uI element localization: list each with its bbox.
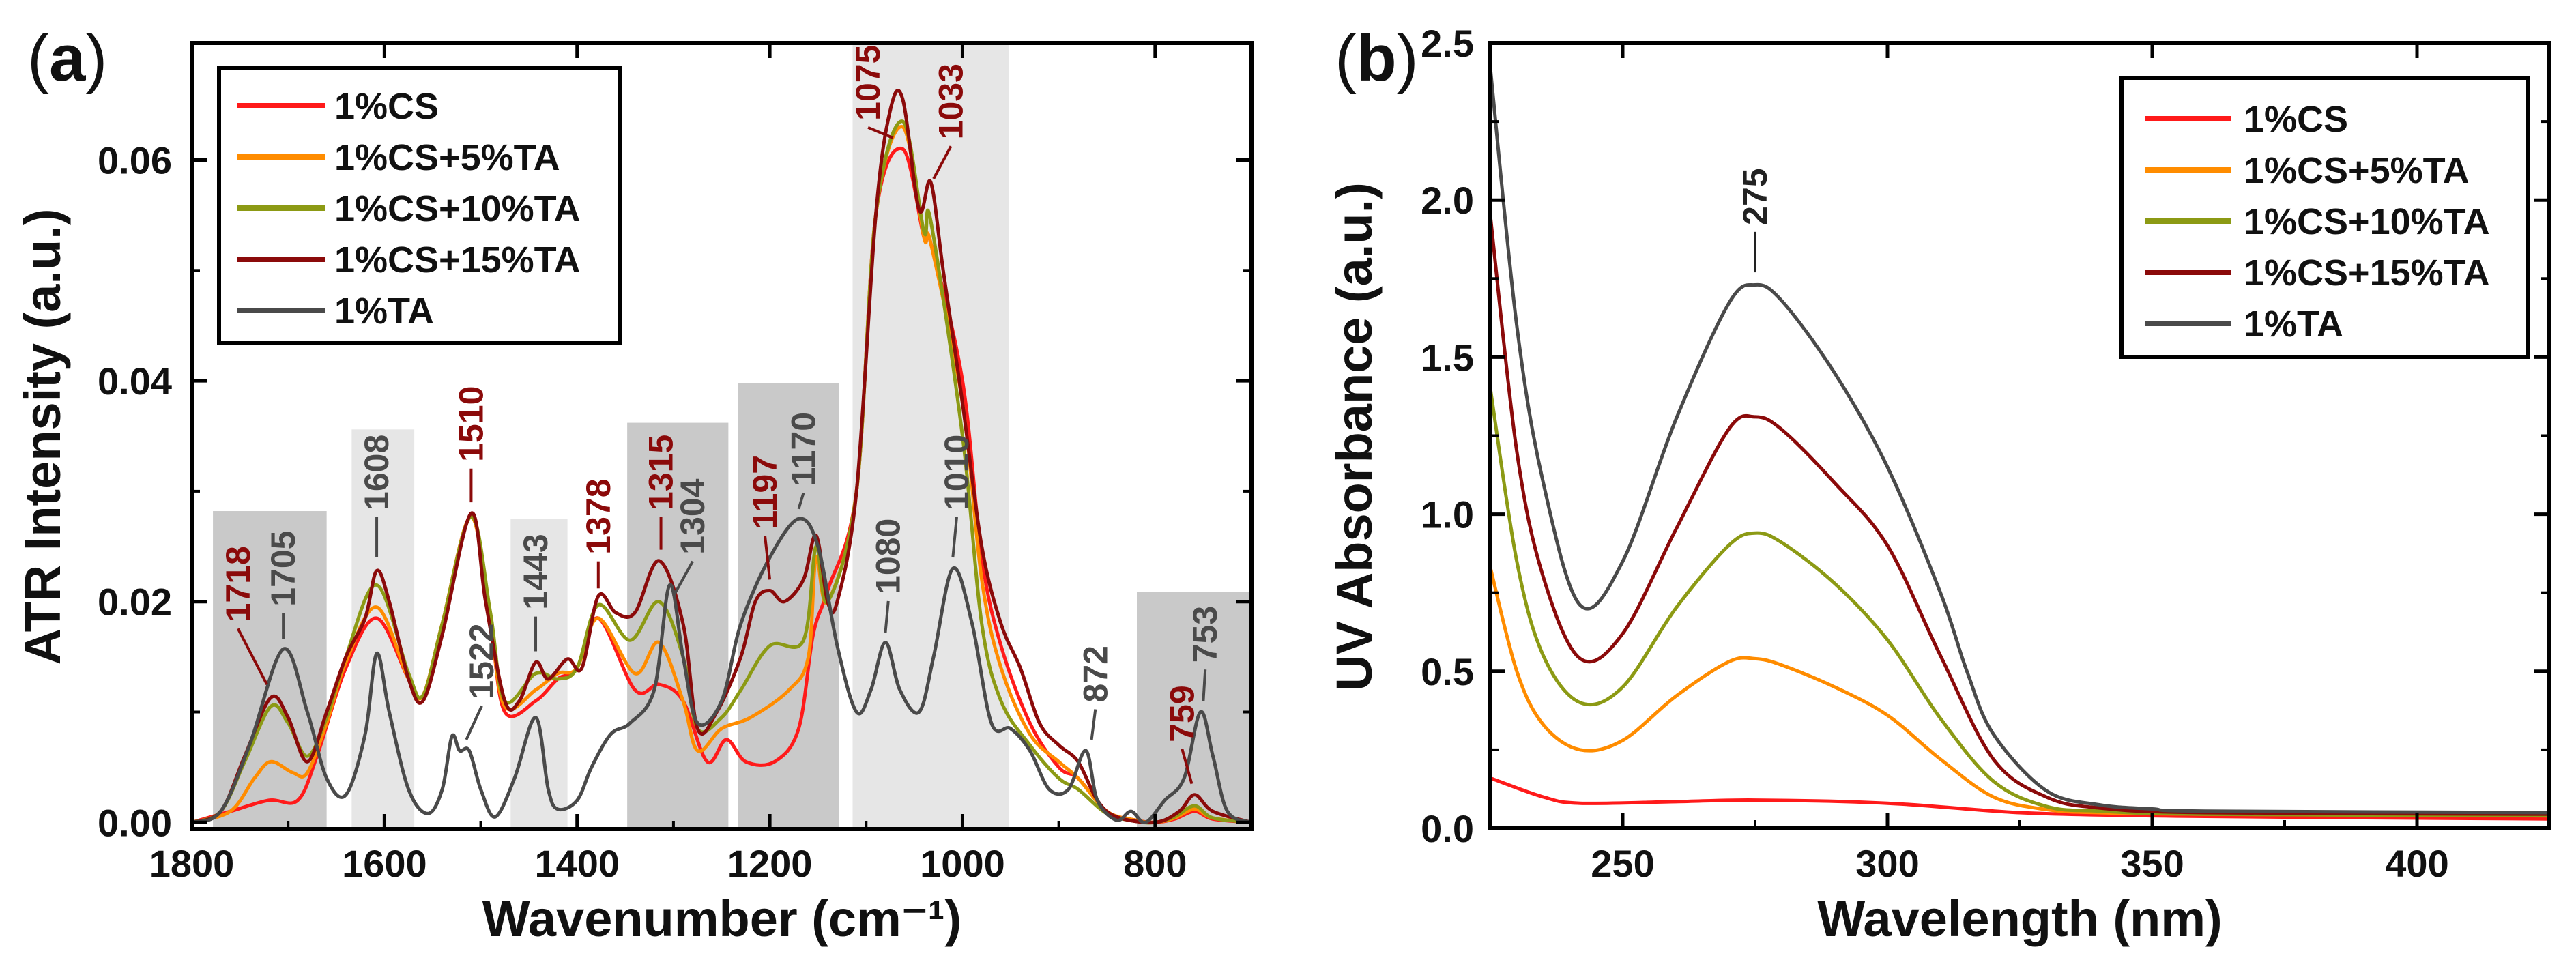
y-tick-label: 1.5 — [1421, 336, 1474, 379]
annotation-label: 275 — [1736, 168, 1774, 224]
annotation-label: 1304 — [674, 478, 712, 554]
series-line-1-cs-10-ta — [1490, 388, 2549, 818]
y-axis-title: UV Absorbance (a.u.) — [1326, 182, 1383, 691]
x-tick-label: 250 — [1591, 842, 1654, 885]
panel-label-part: ( — [1335, 22, 1357, 95]
series-line-1-ta — [1490, 68, 2549, 815]
series-line-1-cs-5-ta — [1490, 567, 2549, 818]
legend-label: 1%CS+15%TA — [2244, 252, 2490, 293]
panel-label-part: b — [1357, 22, 1397, 95]
annotation-label: 1197 — [746, 455, 784, 529]
uv-panel-b: 275 250 300 350 400 0.0 0.5 1.0 1.5 2.0 2.5 Wavelen… — [1326, 22, 2551, 947]
annotation-label: 1443 — [517, 534, 555, 609]
annotation-leader — [797, 492, 805, 510]
x-tick-label: 1000 — [920, 842, 1005, 885]
annotation-leader — [1202, 669, 1207, 701]
series-line-1-cs-10-ta — [192, 119, 1251, 825]
x-tick-label: 300 — [1855, 842, 1919, 885]
shaded-region — [852, 43, 1009, 829]
legend-label: 1%CS — [2244, 99, 2348, 140]
annotation-label: 1718 — [219, 546, 257, 622]
panel-label-part: ) — [1397, 22, 1419, 95]
legend-box — [2119, 76, 2530, 359]
shaded-region — [1136, 592, 1251, 829]
y-tick-label: 0.06 — [98, 139, 172, 182]
legend-label: 1%CS+5%TA — [2244, 150, 2470, 191]
y-tick-label: 1.0 — [1421, 493, 1474, 536]
annotation-leader — [867, 126, 894, 139]
x-axis-title: Wavelength (nm) — [1817, 890, 2222, 947]
panel-label-part: ) — [85, 22, 107, 95]
y-tick-label: 0.04 — [98, 360, 172, 403]
annotation-leader — [1181, 749, 1193, 785]
legend-label: 1%CS+5%TA — [334, 137, 560, 178]
series-line-1-cs-5-ta — [192, 125, 1251, 824]
axes-frame — [190, 41, 1254, 831]
legend-label: 1%CS+10%TA — [334, 188, 581, 229]
annotation-label: 1705 — [264, 530, 302, 606]
annotation-label: 1608 — [358, 435, 396, 510]
annotation-label: 1522 — [463, 623, 501, 699]
legend-label: 1%TA — [2244, 304, 2343, 345]
panel-label: (a) — [27, 22, 107, 95]
annotation-label: 759 — [1163, 685, 1201, 742]
x-tick-label: 1400 — [534, 842, 620, 885]
y-tick-label: 0.02 — [98, 581, 172, 624]
y-tick-label: 2.0 — [1421, 179, 1474, 222]
annotation-leader — [884, 600, 890, 633]
annotation-label: 1080 — [869, 519, 908, 594]
series-line-1-cs-15-ta — [1490, 215, 2549, 816]
y-axis-title: ATR Intensity (a.u.) — [14, 209, 71, 665]
x-axis-title: Wavenumber (cm⁻¹) — [482, 890, 961, 947]
annotation-leader — [764, 536, 772, 580]
annotation-leader — [932, 145, 953, 179]
x-tick-label: 800 — [1123, 842, 1187, 885]
legend-label: 1%CS — [334, 86, 439, 127]
x-tick-label: 1200 — [727, 842, 813, 885]
annotation-label: 1033 — [932, 63, 970, 139]
annotation-label: 1378 — [579, 478, 618, 554]
panel-label-part: ( — [27, 22, 49, 95]
y-tick-label: 2.5 — [1421, 22, 1474, 65]
x-tick-label: 350 — [2120, 842, 2184, 885]
annotation-leader — [236, 628, 268, 685]
annotation-label: 753 — [1186, 606, 1224, 663]
legend: 1%CS 1%CS+5%TA 1%CS+10%TA 1%CS+15%TA 1%TA — [217, 66, 622, 345]
series-line-1-cs — [1490, 776, 2549, 821]
y-tick-label: 0.00 — [98, 801, 172, 844]
panel-label: (b) — [1335, 22, 1419, 95]
y-tick-label: 0.0 — [1421, 807, 1474, 850]
legend-label: 1%CS+15%TA — [334, 239, 581, 280]
legend-label: 1%CS+10%TA — [2244, 201, 2490, 242]
series-line-1-cs-15-ta — [192, 89, 1251, 825]
annotation-label: 1170 — [785, 412, 823, 486]
annotation-label: 872 — [1076, 645, 1114, 702]
annotation-label: 1075 — [849, 45, 887, 121]
legend: 1%CS 1%CS+5%TA 1%CS+10%TA 1%CS+15%TA 1%TA — [2119, 76, 2530, 359]
shaded-region — [213, 511, 327, 829]
annotation-leader — [951, 517, 958, 558]
annotation-label: 1010 — [938, 435, 976, 510]
annotation-label: 1510 — [452, 386, 490, 462]
annotation-label: 1315 — [642, 435, 680, 510]
series-line-1-ta — [192, 517, 1251, 824]
annotation-leader — [1090, 709, 1097, 740]
legend-label: 1%TA — [334, 291, 434, 332]
x-tick-label: 1600 — [342, 842, 427, 885]
x-tick-label: 1800 — [149, 842, 235, 885]
annotation-leader — [672, 560, 694, 597]
y-tick-label: 0.5 — [1421, 650, 1474, 693]
panel-label-part: a — [49, 22, 86, 95]
x-tick-label: 400 — [2385, 842, 2448, 885]
annotation-leader — [465, 705, 483, 740]
